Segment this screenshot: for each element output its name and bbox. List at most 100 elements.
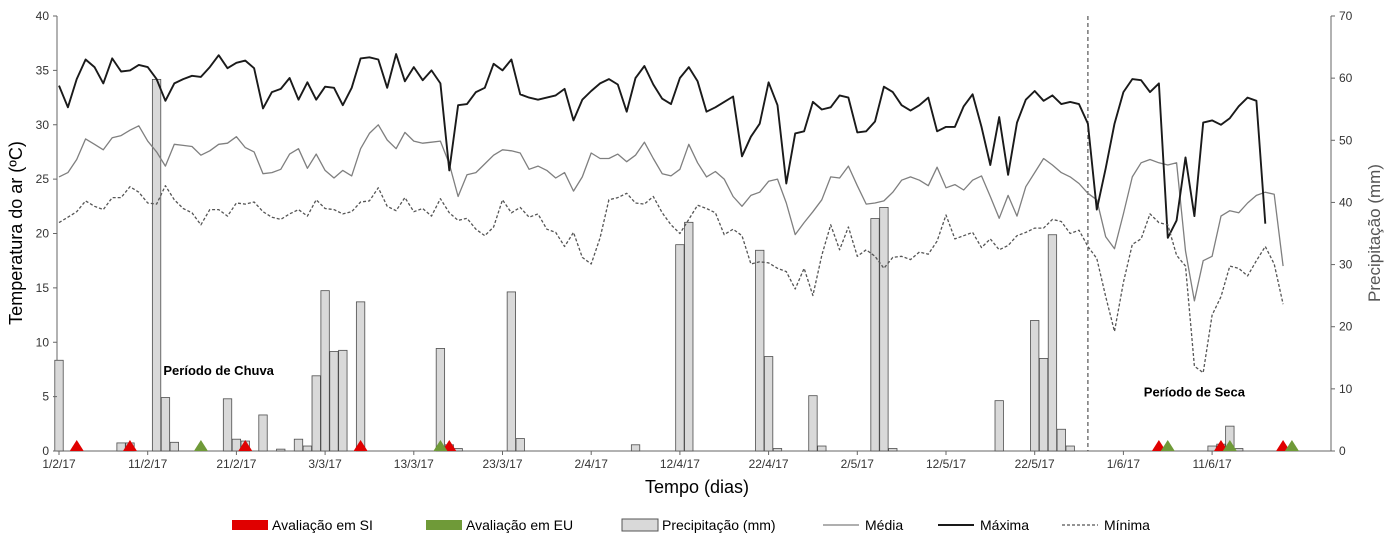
marker-eu <box>1284 440 1299 451</box>
y-right-tick-label: 30 <box>1339 258 1353 272</box>
precip-bar <box>329 351 339 452</box>
precip-bar <box>258 414 268 452</box>
precip-bar <box>302 445 312 452</box>
x-tick-label: 2/4/17 <box>575 457 609 471</box>
annotation-dry-period: Período de Seca <box>1144 385 1246 400</box>
x-tick-label: 22/4/17 <box>749 457 789 471</box>
precip-bar <box>1038 358 1049 452</box>
legend-item-eu: Avaliação em EU <box>426 517 573 533</box>
x-tick-label: 22/5/17 <box>1015 457 1055 471</box>
y-axis-right-title: Precipitação (mm) <box>1365 164 1384 302</box>
precip-bar <box>870 218 880 452</box>
y-left-tick-label: 10 <box>36 335 50 349</box>
y-left-tick-label: 15 <box>36 281 50 295</box>
y-right-tick-label: 40 <box>1339 195 1353 209</box>
marker-eu <box>1222 440 1237 451</box>
y-right-tick-label: 60 <box>1339 71 1353 85</box>
precip-bar <box>755 249 765 452</box>
precip-bar <box>684 221 694 452</box>
y-left-tick-label: 25 <box>36 172 50 186</box>
precip-bar <box>276 448 286 452</box>
x-tick-label: 1/2/17 <box>42 457 76 471</box>
x-tick-label: 12/5/17 <box>926 457 966 471</box>
y-left-tick-label: 35 <box>36 63 50 77</box>
legend-swatch-si <box>232 520 268 530</box>
marker-eu <box>433 440 448 451</box>
legend-label-media: Média <box>865 517 903 533</box>
marker-si <box>238 440 253 451</box>
x-axis-title: Tempo (dias) <box>645 477 749 497</box>
series-line-thin-solid <box>58 124 1284 302</box>
precip-bar <box>160 397 171 452</box>
y-left-tick-label: 20 <box>36 227 50 241</box>
y-left-tick-label: 5 <box>42 390 49 404</box>
marker-si <box>442 440 457 451</box>
y-left-tick-label: 40 <box>36 9 50 23</box>
series-line-dashed <box>58 185 1284 374</box>
legend: Avaliação em SI Avaliação em EU Precipit… <box>232 517 1150 533</box>
legend-item-minima: Mínima <box>1062 517 1150 533</box>
annotation-rainy-period: Período de Chuva <box>163 363 274 378</box>
precip-bar <box>1056 428 1066 452</box>
precip-bar <box>1065 445 1075 452</box>
legend-label-si: Avaliação em SI <box>272 517 373 533</box>
precip-bar <box>231 438 242 452</box>
y-left-tick-label: 0 <box>42 444 49 458</box>
precip-bar <box>116 442 126 452</box>
legend-item-precip: Precipitação (mm) <box>621 517 776 533</box>
precip-bar <box>763 356 774 452</box>
temperature-lines <box>58 53 1284 374</box>
x-tick-label: 3/3/17 <box>308 457 342 471</box>
precip-bar <box>888 448 898 452</box>
x-tick-label: 2/5/17 <box>841 457 875 471</box>
precip-bar <box>1047 234 1058 452</box>
y-right-tick-label: 0 <box>1339 444 1346 458</box>
marker-eu <box>193 440 208 451</box>
precip-bar <box>169 441 179 452</box>
y-right-tick-label: 50 <box>1339 133 1353 147</box>
plot-frame <box>56 16 1332 452</box>
legend-swatch-precip <box>621 518 659 532</box>
precipitation-bars <box>54 78 1244 452</box>
precip-bar <box>630 444 641 452</box>
precip-bar <box>506 291 516 452</box>
precip-bar <box>435 348 446 452</box>
x-tick-label: 21/2/17 <box>216 457 256 471</box>
x-tick-label: 1/6/17 <box>1107 457 1141 471</box>
precip-bar <box>293 438 304 452</box>
precip-bar <box>515 438 525 452</box>
legend-swatch-eu <box>426 520 462 530</box>
precip-bar <box>222 398 233 452</box>
y-right-tick-label: 10 <box>1339 382 1353 396</box>
marker-si <box>122 440 137 451</box>
x-tick-label: 11/6/17 <box>1193 457 1232 471</box>
precip-bar <box>675 244 685 452</box>
precip-bar <box>817 445 827 452</box>
series-line-solid <box>58 53 1267 239</box>
marker-si <box>1276 440 1291 451</box>
y-axis-left-title: Temperatura do ar (ºC) <box>6 141 26 325</box>
axis-ticks: 0 5 10 15 20 25 30 35 40 0 10 20 30 40 50 60 70 1/2/17 11/… <box>36 9 1353 471</box>
legend-item-media: Média <box>823 517 903 533</box>
legend-label-eu: Avaliação em EU <box>466 517 573 533</box>
legend-item-si: Avaliação em SI <box>232 517 373 533</box>
x-tick-label: 11/2/17 <box>128 457 167 471</box>
precip-bar <box>772 448 783 452</box>
precip-bar <box>994 400 1004 452</box>
precip-bar <box>54 359 64 452</box>
x-tick-label: 12/4/17 <box>660 457 700 471</box>
precip-bar <box>879 206 889 452</box>
x-tick-label: 23/3/17 <box>482 457 522 471</box>
legend-label-maxima: Máxima <box>980 517 1029 533</box>
legend-item-maxima: Máxima <box>938 517 1029 533</box>
marker-si <box>1213 440 1228 451</box>
evaluation-markers <box>69 440 1299 451</box>
precip-bar <box>808 395 818 452</box>
marker-si <box>69 440 84 451</box>
y-right-tick-label: 70 <box>1339 9 1353 23</box>
marker-si <box>1151 440 1166 451</box>
legend-label-precip: Precipitação (mm) <box>662 517 776 533</box>
y-left-tick-label: 30 <box>36 118 50 132</box>
precip-bar <box>1030 320 1040 452</box>
